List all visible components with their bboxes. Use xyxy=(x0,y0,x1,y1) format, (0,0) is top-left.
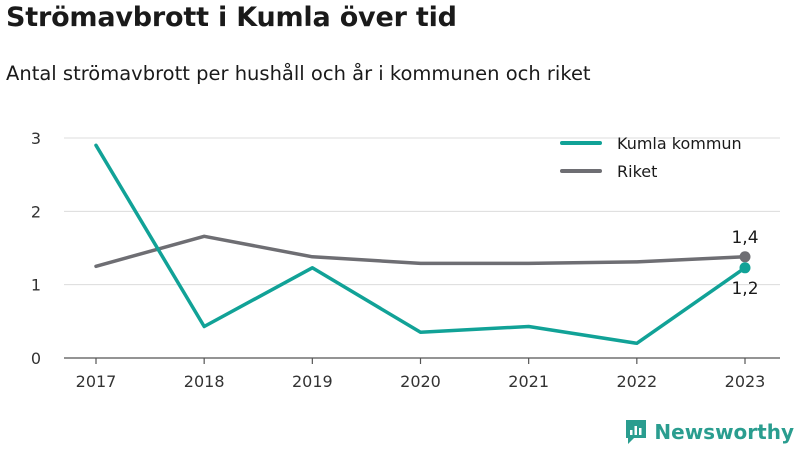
chart-title: Strömavbrott i Kumla över tid xyxy=(6,2,457,33)
data-label-riket: 1,4 xyxy=(731,228,758,248)
x-tick-label: 2017 xyxy=(76,372,117,391)
series-endpoint-kumla-kommun xyxy=(739,262,751,274)
y-tick-label: 1 xyxy=(31,276,41,295)
data-label-kumla: 1,2 xyxy=(731,279,758,299)
brand-name: Newsworthy xyxy=(654,420,794,444)
legend-label-kumla-kommun: Kumla kommun xyxy=(617,134,742,153)
x-tick-label: 2020 xyxy=(400,372,441,391)
y-tick-label: 3 xyxy=(31,129,41,148)
series-line-kumla-kommun xyxy=(94,143,747,346)
line-chart: 0 1 2 3 2017 2018 2019 2020 2021 2022 2023 Kumla k… xyxy=(31,129,780,391)
y-tick-label: 2 xyxy=(31,202,41,221)
x-tick-label: 2023 xyxy=(725,372,766,391)
chart-subtitle: Antal strömavbrott per hushåll och år i … xyxy=(6,62,591,85)
series-line-riket xyxy=(94,234,747,269)
x-tick-label: 2018 xyxy=(184,372,225,391)
legend-label-riket: Riket xyxy=(617,162,657,181)
x-tick-label: 2021 xyxy=(508,372,549,391)
newsworthy-logo-icon xyxy=(626,420,647,444)
x-tick-label: 2022 xyxy=(616,372,657,391)
brand: Newsworthy xyxy=(624,418,794,446)
x-tick-label: 2019 xyxy=(292,372,333,391)
series-endpoint-riket xyxy=(739,251,751,263)
y-tick-label: 0 xyxy=(31,349,41,368)
